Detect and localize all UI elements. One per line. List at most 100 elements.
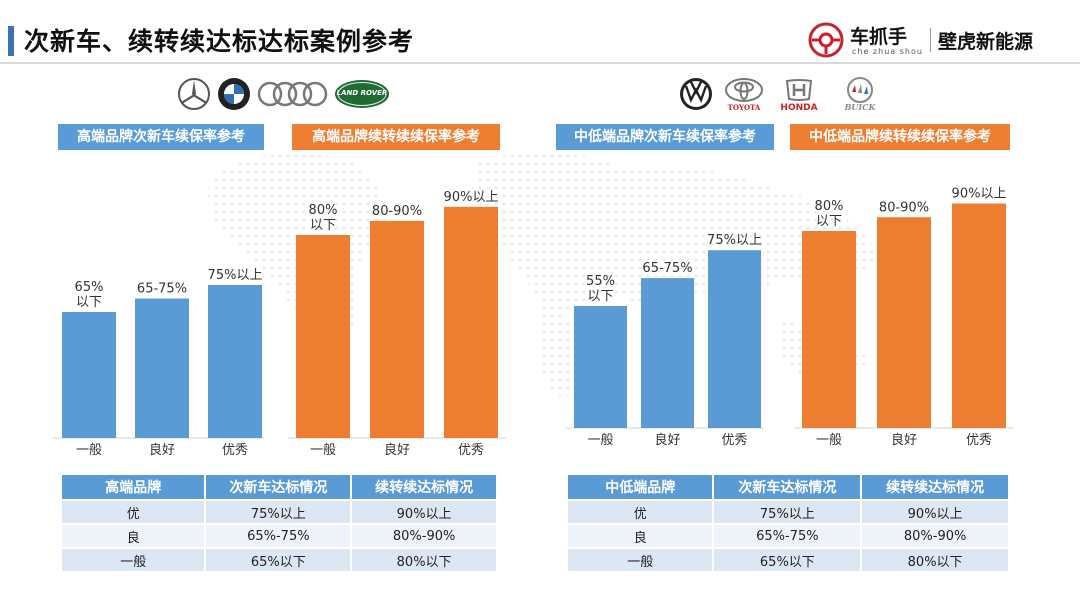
chart-title-premium-renew: 高端品牌续转续续保率参考 — [292, 124, 500, 150]
toyota-text: TOYOTA — [727, 103, 761, 112]
land-rover-icon: LAND ROVER — [334, 79, 390, 109]
table-cell: 90%以上 — [352, 501, 496, 523]
table-cell: 65%-75% — [714, 525, 861, 547]
table-header-cell: 次新车达标情况 — [714, 475, 861, 499]
bar — [208, 285, 262, 438]
table-row: 良 65%-75% 80%-90% — [568, 525, 1008, 547]
table-header-row: 中低端品牌 次新车达标情况 续转续达标情况 — [568, 475, 1008, 499]
table-cell: 良 — [62, 525, 205, 547]
chart-title-midlow-new: 中低端品牌次新车续保率参考 — [556, 124, 774, 150]
table-cell: 90%以上 — [862, 501, 1008, 523]
data-label: 以下 — [816, 214, 842, 229]
table-row: 良 65%-75% 80%-90% — [62, 525, 496, 547]
category-label: 一般 — [816, 432, 842, 448]
logo-separator — [930, 28, 931, 52]
data-label: 90%以上 — [444, 190, 499, 205]
bar — [574, 306, 627, 428]
bar — [444, 206, 498, 438]
table-header-cell: 续转续达标情况 — [352, 475, 496, 499]
bar — [877, 217, 931, 428]
buick-text: BUICK — [844, 102, 876, 112]
category-label: 一般 — [310, 442, 336, 458]
table-header-cell: 高端品牌 — [62, 475, 205, 499]
category-label: 优秀 — [966, 433, 992, 448]
logo-pinyin: che zhua shou — [852, 47, 923, 56]
table-cell: 65%以下 — [714, 549, 861, 571]
chart-title-midlow-renew: 中低端品牌续转续续保率参考 — [790, 124, 1010, 150]
data-label: 65-75% — [642, 261, 692, 276]
table-cell: 80%以下 — [862, 549, 1008, 571]
table-cell: 良 — [568, 525, 713, 547]
table-cell: 65%-75% — [206, 525, 351, 547]
table-row: 一般 65%以下 80%以下 — [62, 549, 496, 571]
category-label: 优秀 — [222, 443, 248, 458]
land-rover-text: LAND ROVER — [336, 89, 388, 97]
data-label: 65% — [75, 280, 104, 295]
logo-subtitle: 壁虎新能源 — [938, 31, 1034, 53]
reference-table-premium: 高端品牌 次新车达标情况 续转续达标情况 优 75%以上 90%以上 良 65%… — [60, 473, 498, 573]
table-cell: 80%-90% — [862, 525, 1008, 547]
table-row: 一般 65%以下 80%以下 — [568, 549, 1008, 571]
category-label: 良好 — [384, 442, 410, 458]
table-header-row: 高端品牌 次新车达标情况 续转续达标情况 — [62, 475, 496, 499]
table-cell: 75%以上 — [714, 501, 861, 523]
bar — [296, 235, 350, 438]
bar — [62, 312, 116, 438]
bar — [952, 203, 1006, 428]
reference-table-midlow: 中低端品牌 次新车达标情况 续转续达标情况 优 75%以上 90%以上 良 65… — [566, 473, 1010, 573]
category-label: 一般 — [76, 442, 102, 458]
bar — [370, 220, 424, 438]
data-label: 80% — [309, 203, 338, 218]
data-label: 90%以上 — [952, 187, 1007, 202]
toyota-icon — [725, 78, 763, 102]
data-label: 55% — [586, 274, 615, 289]
table-cell: 优 — [62, 501, 205, 523]
table-header-cell: 续转续达标情况 — [862, 475, 1008, 499]
bar — [802, 231, 856, 428]
table-header-cell: 次新车达标情况 — [206, 475, 351, 499]
table-cell: 80%以下 — [352, 549, 496, 571]
bar — [135, 298, 189, 438]
category-label: 良好 — [891, 432, 917, 448]
category-label: 一般 — [587, 432, 613, 448]
category-label: 优秀 — [721, 433, 747, 448]
volkswagen-icon — [680, 78, 712, 110]
title-accent-bar — [8, 26, 14, 56]
chart-title-premium-new: 高端品牌次新车续保率参考 — [58, 124, 264, 150]
bmw-icon — [218, 78, 250, 110]
data-label: 以下 — [310, 218, 336, 233]
data-label: 以下 — [76, 295, 102, 310]
honda-text: HONDA — [780, 103, 818, 113]
logo-name: 车抓手 — [850, 26, 908, 48]
table-cell: 65%以下 — [206, 549, 351, 571]
category-label: 优秀 — [458, 443, 484, 458]
steering-wheel-icon — [808, 22, 844, 58]
mercedes-icon — [178, 78, 210, 110]
table-row: 优 75%以上 90%以上 — [568, 501, 1008, 523]
company-logo: 车抓手 che zhua shou 壁虎新能源 — [808, 20, 1068, 60]
audi-icon — [257, 81, 328, 107]
category-label: 良好 — [149, 442, 175, 458]
data-label: 65-75% — [137, 282, 187, 297]
bar — [641, 278, 694, 428]
data-label: 以下 — [587, 289, 613, 304]
table-cell: 一般 — [62, 549, 205, 571]
page-title: 次新车、续转续达标达标案例参考 — [24, 27, 415, 56]
table-header-cell: 中低端品牌 — [568, 475, 713, 499]
header-divider — [0, 62, 1080, 64]
table-cell: 75%以上 — [206, 501, 351, 523]
bar — [708, 250, 761, 428]
buick-icon — [847, 77, 873, 103]
data-label: 80% — [815, 199, 844, 214]
table-row: 优 75%以上 90%以上 — [62, 501, 496, 523]
honda-icon — [785, 79, 813, 101]
data-label: 80-90% — [879, 200, 929, 215]
table-cell: 一般 — [568, 549, 713, 571]
data-label: 75%以上 — [208, 268, 263, 283]
table-cell: 优 — [568, 501, 713, 523]
data-label: 80-90% — [372, 204, 422, 219]
data-label: 75%以上 — [707, 233, 762, 248]
table-cell: 80%-90% — [352, 525, 496, 547]
